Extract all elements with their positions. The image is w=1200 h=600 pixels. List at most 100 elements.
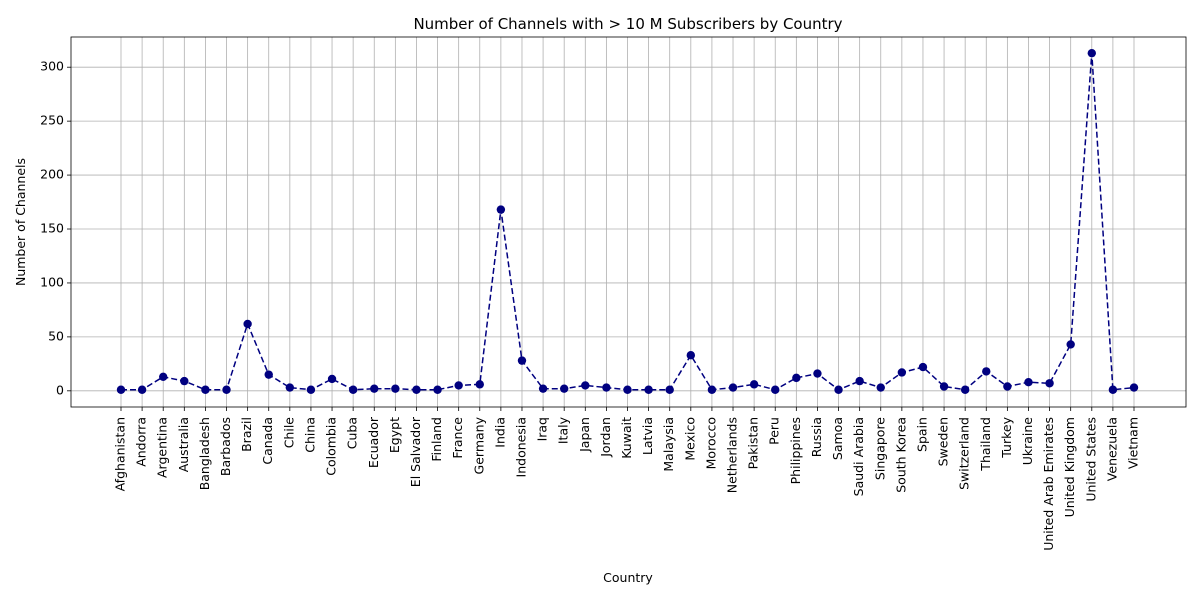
data-point <box>370 384 379 393</box>
data-point <box>327 374 337 384</box>
x-tick-label: Sweden <box>936 417 951 466</box>
data-point <box>180 376 189 386</box>
x-tick-label: Argentina <box>155 417 170 478</box>
data-point <box>116 385 126 394</box>
data-point <box>749 380 759 389</box>
data-point <box>538 384 548 393</box>
x-tick-label: Switzerland <box>957 417 972 490</box>
data-point <box>1024 377 1033 387</box>
x-tick-label: Germany <box>471 416 486 474</box>
data-point <box>707 385 717 394</box>
x-tick-label: Latvia <box>640 417 655 455</box>
x-axis-ticks: Afghanistan Andorra Argentina Australia Bang… <box>113 407 1141 551</box>
x-tick-label: Malaysia <box>661 417 676 472</box>
data-point <box>1108 385 1118 394</box>
x-tick-label: Russia <box>809 417 824 457</box>
data-point <box>834 385 843 394</box>
x-tick-label: Philippines <box>788 417 803 484</box>
data-point <box>454 381 463 390</box>
data-point <box>243 319 252 329</box>
x-tick-label: Australia <box>176 417 191 472</box>
data-point <box>855 376 864 386</box>
x-tick-label: Jordan <box>598 417 613 458</box>
x-tick-label: Canada <box>260 417 275 465</box>
data-point <box>559 384 569 393</box>
grid <box>71 37 1186 407</box>
data-point <box>623 385 632 394</box>
x-tick-label: Venezuela <box>1104 417 1119 481</box>
x-tick-label: Ecuador <box>366 416 381 468</box>
data-point <box>665 385 674 394</box>
y-tick-label: 0 <box>56 382 64 397</box>
x-tick-label: Italy <box>556 416 571 444</box>
x-tick-label: India <box>492 417 507 448</box>
x-tick-label: United Kingdom <box>1062 417 1077 517</box>
data-point <box>644 385 653 394</box>
x-tick-label: Mexico <box>682 417 697 461</box>
x-tick-label: Chile <box>281 417 296 449</box>
x-tick-label: Barbados <box>218 417 233 476</box>
x-tick-label: Spain <box>914 417 929 452</box>
data-point <box>306 385 316 394</box>
x-tick-label: Peru <box>767 417 782 445</box>
data-point <box>1129 383 1139 392</box>
data-point <box>137 385 147 394</box>
data-point <box>813 369 822 378</box>
x-tick-label: Japan <box>577 417 592 453</box>
data-point <box>391 384 400 393</box>
x-tick-label: Bangladesh <box>197 417 212 490</box>
data-point <box>1066 340 1075 349</box>
data-point <box>264 370 273 379</box>
x-axis-label: Country <box>603 570 653 585</box>
y-axis-label: Number of Channels <box>13 158 28 286</box>
data-point <box>686 351 696 360</box>
x-tick-label: Finland <box>429 417 444 462</box>
data-point <box>201 385 210 394</box>
x-tick-label: Samoa <box>830 417 845 460</box>
data-point <box>159 372 168 381</box>
x-tick-label: Ukraine <box>1020 417 1035 466</box>
x-tick-label: El Salvador <box>408 416 423 487</box>
x-tick-label: Egypt <box>387 417 402 453</box>
x-tick-label: United Arab Emirates <box>1041 417 1056 551</box>
data-point <box>581 381 590 390</box>
data-point <box>876 383 885 392</box>
x-tick-label: Cuba <box>345 417 360 449</box>
y-tick-label: 200 <box>40 167 64 182</box>
data-point <box>728 383 738 392</box>
x-tick-label: Afghanistan <box>113 417 128 491</box>
x-tick-label: Vietnam <box>1126 417 1141 469</box>
data-point <box>222 385 231 394</box>
x-tick-label: Saudi Arabia <box>851 417 866 496</box>
data-point <box>982 367 991 376</box>
x-tick-label: Andorra <box>134 417 149 467</box>
x-tick-label: Thailand <box>978 417 993 472</box>
y-tick-label: 300 <box>40 59 64 74</box>
x-tick-label: Netherlands <box>725 417 740 493</box>
data-point <box>348 385 358 394</box>
data-point <box>1087 48 1096 58</box>
data-point <box>897 368 907 377</box>
x-tick-label: Indonesia <box>513 417 528 477</box>
x-tick-label: China <box>302 417 317 453</box>
data-point <box>602 383 611 392</box>
x-tick-label: Kuwait <box>619 417 634 459</box>
data-point <box>517 356 527 365</box>
x-tick-label: Iraq <box>535 417 550 441</box>
data-point <box>960 385 970 394</box>
data-point <box>433 385 442 394</box>
data-point <box>496 205 506 214</box>
x-tick-label: Morocco <box>703 417 718 469</box>
y-axis-ticks: 0 50 100 150 200 250 300 <box>40 59 71 397</box>
data-point <box>771 385 780 394</box>
x-tick-label: Turkey <box>999 416 1014 458</box>
y-tick-label: 250 <box>40 113 64 128</box>
x-tick-label: Brazil <box>239 417 254 452</box>
series-layer <box>116 48 1139 394</box>
data-point <box>412 385 421 394</box>
data-point <box>1003 382 1012 391</box>
y-tick-label: 50 <box>48 328 64 343</box>
y-tick-label: 100 <box>40 274 64 289</box>
